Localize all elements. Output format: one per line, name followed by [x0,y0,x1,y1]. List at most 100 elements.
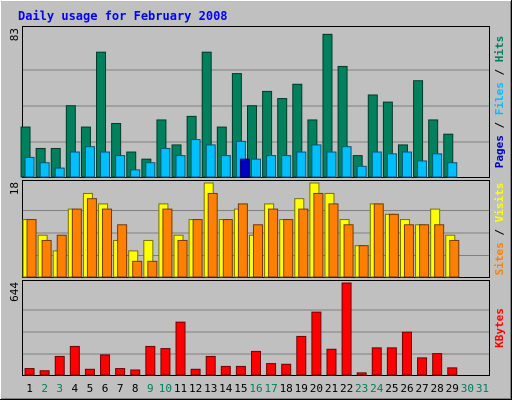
bar-sites-day-13 [207,192,218,278]
x-tick-label: 25 [385,382,398,395]
panel-max-label: 644 [8,282,21,302]
bar-files-day-1 [24,156,35,178]
bar-kbytes-day-17 [266,363,277,376]
x-tick-label: 20 [310,382,323,395]
bar-kbytes-day-16 [251,350,261,376]
bar-kbytes-day-26 [401,331,412,376]
bar-kbytes-day-23 [356,372,367,376]
x-tick-label: 27 [415,382,428,395]
panel-max-label: 83 [8,28,21,41]
panel-border [22,26,490,178]
x-tick-label: 17 [264,382,277,395]
chart-panels: 83 Pages / Files / Hits 18 Sites / Visits 64… [8,26,506,376]
bar-kbytes-day-15 [235,365,246,376]
bar-kbytes-day-19 [296,335,307,376]
bar-kbytes-day-27 [417,357,428,376]
bar-sites-day-5 [86,198,97,278]
bar-files-day-19 [296,151,307,178]
x-tick-label: 26 [400,382,413,395]
bar-files-day-4 [69,151,80,178]
legend-sites: Sites [493,242,506,275]
legend-kbytes: KBytes [493,308,506,348]
x-tick-label: 9 [147,382,154,395]
bar-sites-day-4 [71,208,82,278]
bar-sites-day-29 [449,239,460,278]
bar-sites-day-18 [283,219,294,278]
bar-sites-day-23 [358,245,369,278]
x-tick-label: 14 [219,382,233,395]
bar-files-day-23 [356,165,367,178]
panel-legend: Sites / Visits [493,183,506,276]
bar-kbytes-day-2 [39,370,50,376]
bar-files-day-11 [175,155,186,178]
bar-kbytes-day-4 [69,345,80,376]
bar-kbytes-day-14 [220,365,231,376]
bar-files-day-10 [160,147,171,178]
bar-kbytes-day-24 [371,347,382,376]
bar-kbytes-day-5 [84,368,95,376]
bar-files-day-8 [130,169,141,178]
bar-sites-day-22 [343,224,354,278]
bar-sites-day-6 [102,208,113,278]
bar-kbytes-day-21 [326,348,337,376]
bar-kbytes-day-28 [432,353,443,376]
bar-files-day-5 [84,146,95,178]
x-tick-label: 24 [370,382,384,395]
bar-files-day-26 [401,151,412,178]
bar-sites-day-3 [56,234,67,278]
bar-files-day-2 [39,162,50,178]
bar-files-day-27 [417,160,428,178]
x-tick-label: 31 [476,382,489,395]
x-tick-label: 23 [355,382,368,395]
bar-sites-day-12 [192,219,203,278]
bar-kbytes-day-11 [175,321,186,376]
bar-sites-day-28 [434,224,445,278]
bar-kbytes-day-1 [24,368,35,376]
panel-1: 83 Pages / Files / Hits [8,26,506,178]
x-tick-label: 29 [446,382,459,395]
legend-files: Files [493,82,506,115]
panel-legend: KBytes [493,308,506,348]
bar-files-day-9 [145,162,156,178]
bar-sites-day-2 [41,239,52,278]
bar-kbytes-day-18 [281,363,292,376]
x-tick-label: 2 [41,382,48,395]
bar-sites-day-24 [373,203,384,278]
bar-sites-day-15 [237,203,248,278]
bar-pages-day-15 [239,158,250,178]
bar-files-day-13 [205,144,216,178]
bar-sites-day-26 [403,224,414,278]
bar-kbytes-day-9 [145,345,156,376]
bar-files-day-12 [190,139,201,178]
bar-files-day-17 [266,155,277,178]
bar-files-day-7 [115,155,126,178]
bar-files-day-25 [386,153,397,178]
x-tick-label: 30 [461,382,474,395]
bar-kbytes-day-13 [205,355,216,376]
bar-kbytes-day-25 [386,347,397,376]
x-tick-label: 19 [295,382,308,395]
panel-3: 644 KBytes [8,280,506,376]
bar-sites-day-14 [222,219,233,278]
x-tick-label: 5 [87,382,94,395]
legend-separator: / [493,62,506,82]
bar-sites-day-10 [162,208,173,278]
x-tick-label: 3 [56,382,63,395]
x-tick-label: 21 [325,382,338,395]
bar-files-day-22 [341,146,352,178]
bar-kbytes-day-22 [341,282,352,376]
bar-sites-day-9 [147,260,158,278]
bar-files-day-29 [447,162,458,178]
bar-kbytes-day-29 [447,367,458,376]
chart-title: Daily usage for February 2008 [18,9,228,23]
x-tick-label: 6 [102,382,109,395]
bar-files-day-20 [311,144,322,178]
x-tick-label: 8 [132,382,139,395]
bar-sites-day-25 [388,213,399,278]
bar-sites-day-27 [419,224,430,278]
bar-kbytes-day-6 [100,354,111,376]
x-tick-label: 1 [26,382,33,395]
legend-hits: Hits [493,36,506,63]
x-tick-label: 7 [117,382,124,395]
bar-files-day-3 [54,167,65,178]
